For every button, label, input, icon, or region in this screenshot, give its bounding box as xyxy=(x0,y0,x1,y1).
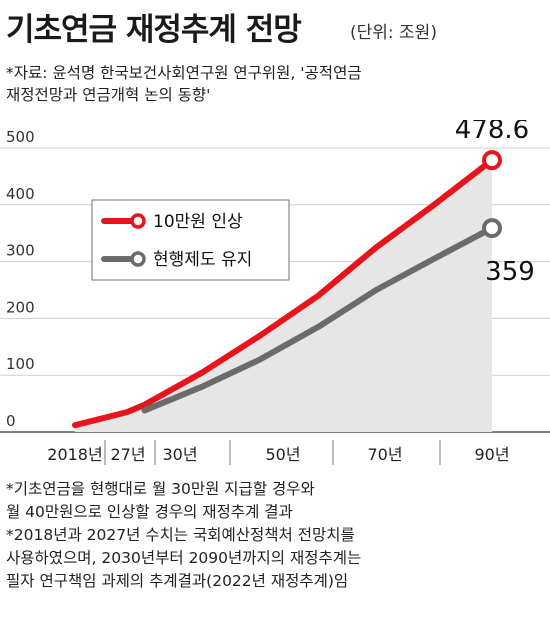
note-line-5: 필자 연구책임 과제의 추계결과(2022년 재정추계)임 xyxy=(6,572,349,590)
line-chart: 0 100 200 300 400 500 2018년 27년 30년 50년 70년 90년 47… xyxy=(0,120,550,465)
y-tick-300: 300 xyxy=(6,242,35,260)
footnotes: *기초연금을 현행대로 월 30만원 지급할 경우와 월 40만원으로 인상할 … xyxy=(6,478,361,593)
x-tick-4: 70년 xyxy=(367,445,402,464)
area-fill-10man xyxy=(75,160,492,432)
y-tick-400: 400 xyxy=(6,185,35,203)
chart-title: 기초연금 재정추계 전망 xyxy=(6,12,302,48)
legend-marker-0 xyxy=(130,213,146,229)
source-line-2: 재정전망과 연금개혁 논의 동향' xyxy=(6,86,211,104)
y-tick-labels: 0 100 200 300 400 500 xyxy=(6,128,35,430)
series-line-0 xyxy=(72,157,495,429)
x-tick-1: 27년 xyxy=(110,445,145,464)
note-line-3: *2018년과 2027년 수치는 국회예산정책처 전망치를 xyxy=(6,526,355,544)
y-tick-500: 500 xyxy=(6,128,35,146)
series-line-1 xyxy=(141,225,495,414)
source-note: *자료: 윤석명 한국보건사회연구원 연구위원, '공적연금 재정전망과 연금개… xyxy=(6,62,362,106)
series-lines xyxy=(72,150,502,429)
x-tick-2: 30년 xyxy=(162,445,197,464)
y-tick-0: 0 xyxy=(6,412,16,430)
legend-label-0: 10만원 인상 xyxy=(153,212,243,232)
y-tick-200: 200 xyxy=(6,298,35,316)
legend-box xyxy=(91,199,290,281)
note-line-2: 월 40만원으로 인상할 경우의 재정추계 결과 xyxy=(6,503,293,521)
end-labels: 478.6 359 xyxy=(455,120,535,287)
y-tick-100: 100 xyxy=(6,355,35,373)
end-label-10man: 478.6 xyxy=(455,120,529,145)
x-tick-3: 50년 xyxy=(265,445,300,464)
source-line-1: *자료: 윤석명 한국보건사회연구원 연구위원, '공적연금 xyxy=(6,64,362,82)
x-tick-5: 90년 xyxy=(474,445,509,464)
legend-label-1: 현행제도 유지 xyxy=(153,250,252,270)
note-line-4: 사용하였으며, 2030년부터 2090년까지의 재정추계는 xyxy=(6,549,362,567)
x-tick-labels: 2018년 27년 30년 50년 70년 90년 xyxy=(47,440,510,465)
legend-marker-1 xyxy=(130,251,146,267)
end-marker-0 xyxy=(482,150,502,171)
note-line-1: *기초연금을 현행대로 월 30만원 지급할 경우와 xyxy=(6,480,315,498)
end-marker-1 xyxy=(482,218,502,239)
end-label-hyeonhaeng: 359 xyxy=(485,257,535,287)
unit-label: (단위: 조원) xyxy=(350,23,437,43)
x-tick-0: 2018년 xyxy=(47,445,102,464)
